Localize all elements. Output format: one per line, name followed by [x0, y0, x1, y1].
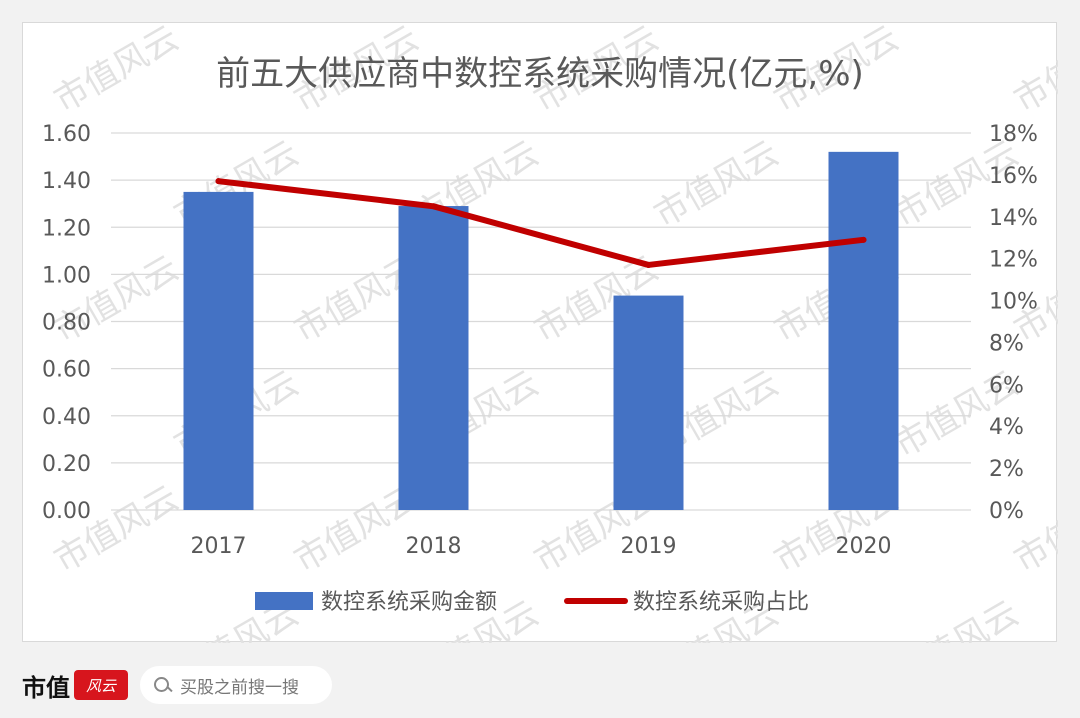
right-tick-label: 8% — [989, 331, 1024, 356]
left-tick-label: 0.40 — [42, 405, 91, 430]
search-box[interactable]: 买股之前搜一搜 — [140, 666, 332, 704]
legend: 数控系统采购金额 数控系统采购占比 — [255, 590, 809, 615]
x-tick-label: 2019 — [621, 534, 677, 559]
gridlines — [111, 132, 971, 511]
left-tick-label: 1.00 — [42, 263, 91, 288]
left-tick-label: 1.40 — [42, 169, 91, 194]
right-tick-label: 18% — [989, 122, 1038, 147]
left-tick-label: 0.80 — [42, 311, 91, 336]
chart-card: 市值风云 市值风云 市值风云 市值风云 市值风云 市值风云 市值风云 市值风云 市值风云 市值风云… — [22, 22, 1059, 643]
line-point — [430, 203, 437, 210]
watermark-text: 市值风云 — [648, 133, 786, 236]
legend-label-line: 数控系统采购占比 — [633, 590, 809, 615]
line-point — [860, 236, 867, 243]
right-tick-label: 14% — [989, 206, 1038, 231]
right-tick-label: 0% — [989, 499, 1024, 524]
right-axis-ticks: 0% 2% 4% 6% 8% 10% 12% 14% 16% 18% — [989, 122, 1038, 524]
brand-logo: 风云 — [74, 670, 128, 700]
line-point — [645, 261, 652, 268]
bar — [183, 191, 254, 510]
bar — [828, 151, 899, 510]
bar — [613, 295, 684, 510]
right-tick-label: 10% — [989, 290, 1038, 315]
line-point — [215, 178, 222, 185]
legend-label-bar: 数控系统采购金额 — [321, 590, 497, 615]
left-tick-label: 1.60 — [42, 122, 91, 147]
left-tick-label: 1.20 — [42, 216, 91, 241]
x-axis-ticks: 2017 2018 2019 2020 — [191, 534, 892, 559]
brand-name: 市值 — [22, 673, 70, 702]
footer: 市值 风云 买股之前搜一搜 — [0, 652, 1080, 718]
watermark-text: 市值风云 — [888, 593, 1026, 643]
legend-swatch-bar — [255, 592, 313, 610]
brand[interactable]: 市值 风云 — [22, 668, 128, 702]
right-tick-label: 4% — [989, 415, 1024, 440]
right-tick-label: 2% — [989, 457, 1024, 482]
watermark-text: 市值风云 — [48, 23, 186, 121]
line-series — [215, 178, 867, 268]
search-icon — [154, 677, 170, 693]
right-tick-label: 6% — [989, 373, 1024, 398]
left-tick-label: 0.60 — [42, 358, 91, 383]
line-path — [215, 178, 867, 268]
bar — [398, 206, 469, 510]
left-tick-label: 0.00 — [42, 499, 91, 524]
right-tick-label: 12% — [989, 248, 1038, 273]
watermark-text: 市值风云 — [1008, 23, 1059, 121]
left-axis-ticks: 0.00 0.20 0.40 0.60 0.80 1.00 1.20 1.40 1.60 — [42, 122, 91, 524]
right-tick-label: 16% — [989, 164, 1038, 189]
watermark-text: 市值风云 — [48, 478, 186, 581]
search-placeholder: 买股之前搜一搜 — [180, 677, 299, 698]
x-tick-label: 2017 — [191, 534, 247, 559]
bar-series — [183, 151, 899, 510]
watermark-text: 市值风云 — [1008, 478, 1059, 581]
left-tick-label: 0.20 — [42, 452, 91, 477]
x-tick-label: 2020 — [836, 534, 892, 559]
x-tick-label: 2018 — [406, 534, 462, 559]
chart-title: 前五大供应商中数控系统采购情况(亿元,%) — [216, 54, 864, 94]
